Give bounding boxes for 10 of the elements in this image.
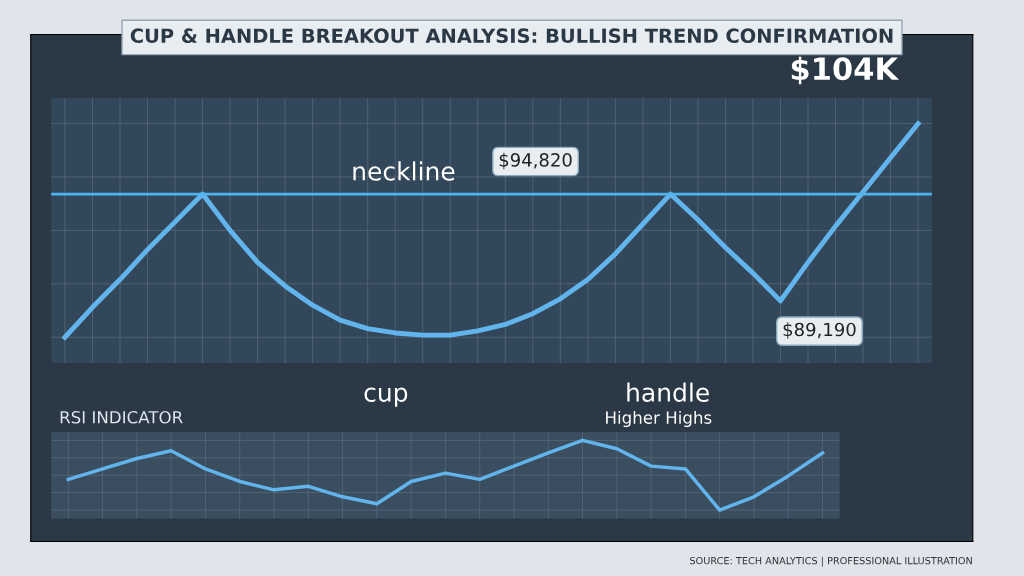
chart-title: RSI INDICATOR bbox=[60, 410, 183, 424]
annotation: $94,820 bbox=[499, 152, 572, 170]
text: $104K bbox=[791, 56, 900, 85]
text: Higher Highs bbox=[606, 410, 712, 428]
text: handle bbox=[627, 382, 709, 402]
source-note: SOURCE: TECH ANALYTICS | PROFESSIONAL ILLUSTRATION bbox=[690, 556, 972, 567]
chart-title: CUP & HANDLE BREAKOUT ANALYSIS: BULLISH TREND CONFIRMATION bbox=[130, 28, 893, 44]
text: cup bbox=[364, 387, 408, 407]
ref-line-label: neckline bbox=[353, 161, 455, 181]
annotation: $89,190 bbox=[783, 322, 856, 339]
